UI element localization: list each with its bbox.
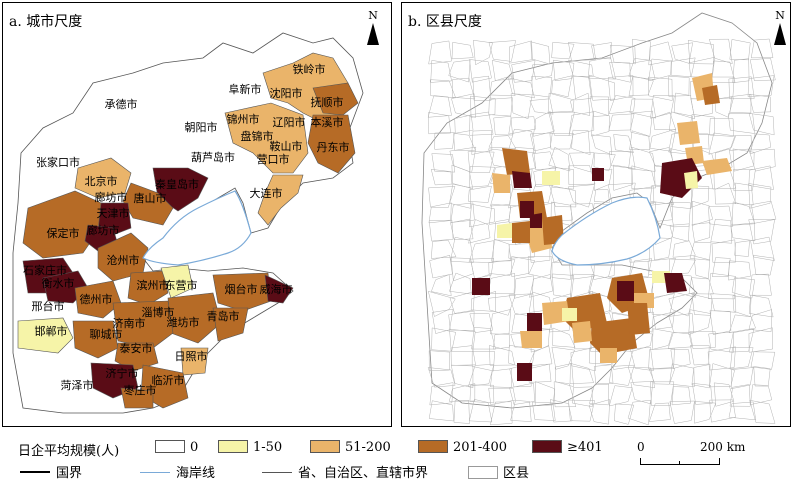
city-label: 保定市 [47,226,80,240]
city-label: 葫芦岛市 [191,150,235,164]
city-label: 济宁市 [106,366,139,380]
panel-b-title: b. 区县尺度 [408,14,482,30]
scale-end: 200 km [700,440,746,454]
city-label: 本溪市 [311,115,344,129]
city-label: 临沂市 [152,373,185,387]
panel-a-title: a. 城市尺度 [9,14,83,30]
county-scale-map [421,12,777,426]
city-label: 石家庄市 [23,263,67,277]
city-label: 滨州市 [137,278,170,292]
north-label: N [368,9,378,22]
city-label: 东营市 [165,278,198,292]
city-label: 营口市 [257,152,290,166]
city-label: 天津市 [97,206,130,220]
region-zaozhuang [120,387,154,409]
legend-province-border: 省、自治区、直辖市界 [262,462,428,481]
city-label: 大连市 [250,186,283,200]
city-label: 朝阳市 [185,120,218,134]
region-handan [17,317,74,354]
city-label: 威海市 [260,282,293,296]
north-label-b: N [775,9,785,22]
region-yantai [212,272,272,312]
region-dalian [257,174,304,226]
region-qingdao [212,307,249,342]
city-label: 廊坊市 [87,223,120,237]
city-label: 菏泽市 [61,378,94,392]
city-label: 日照市 [175,349,208,363]
region-beijing [74,157,132,199]
region-benxi-dandong [307,114,356,174]
region-zibo-jinan [112,300,174,349]
region-fushun [312,82,359,116]
city-label: 济南市 [113,316,146,330]
legend-county: 区县 [468,462,529,481]
scale-bar: 0 200 km [637,438,760,474]
city-label: 廊坊市 [95,190,128,204]
coastline [142,190,252,266]
legend-class-2: 51-200 [310,440,391,455]
city-label: 衡水市 [42,276,75,290]
county-scale-map-panel: b. 区县尺度 N [401,2,791,427]
city-label: 铁岭市 [293,62,326,76]
land-base-b [421,12,773,409]
city-label: 抚顺市 [311,95,344,109]
north-arrow-icon: N [363,9,383,45]
legend-class-3: 201-400 [418,440,507,455]
city-regions [17,52,359,409]
region-dongying [160,264,194,299]
city-label: 德州市 [80,292,113,306]
region-rizhao [180,347,209,376]
scale-start: 0 [637,440,645,454]
city-label: 盘锦市 [241,129,274,143]
city-label: 北京市 [85,174,118,188]
city-label: 秦皇岛市 [155,177,199,191]
legend-class-1: 1-50 [218,440,282,455]
north-arrow-icon: N [770,9,790,45]
city-label: 张家口市 [36,155,80,169]
city-label: 承德市 [105,97,138,111]
city-label: 烟台市 [225,282,258,296]
city-label: 辽阳市 [273,115,306,129]
region-tangshan [122,182,174,226]
city-label: 淄博市 [142,305,175,319]
city-label: 阜新市 [229,82,262,96]
city-label: 邢台市 [32,299,65,313]
region-dezhou [74,280,122,319]
city-label: 丹东市 [317,140,350,154]
city-label: 青岛市 [207,309,240,323]
region-weihai [264,274,294,304]
city-label: 锦州市 [227,112,260,126]
city-label: 潍坊市 [167,315,200,329]
region-jinzhou-anshan [224,102,309,174]
city-label: 邯郸市 [35,324,68,338]
city-label: 沈阳市 [270,86,303,100]
legend-title: 日企平均规模(人) [18,444,120,459]
city-label: 聊城市 [90,327,123,341]
legend-national-border: 国界 [20,462,82,481]
region-binzhou [127,270,169,306]
city-label: 泰安市 [120,341,153,355]
city-label: 唐山市 [134,191,167,205]
region-liaocheng [72,320,119,359]
county-highlights [472,73,732,381]
legend-class-4: ≥401 [532,440,603,455]
city-label: 沧州市 [107,253,140,267]
legend-class-0: 0 [155,440,198,455]
city-scale-map-panel: 铁岭市沈阳市 阜新市抚顺市锦州市 辽阳市 本溪市 朝阳市 承德市盘锦市 鞍山市 丹东市营口市 葫… [2,2,392,427]
city-label: 鞍山市 [270,139,303,153]
coastline-b [551,196,661,266]
legend-coastline: 海岸线 [140,462,215,481]
city-label: 枣庄市 [124,383,157,397]
